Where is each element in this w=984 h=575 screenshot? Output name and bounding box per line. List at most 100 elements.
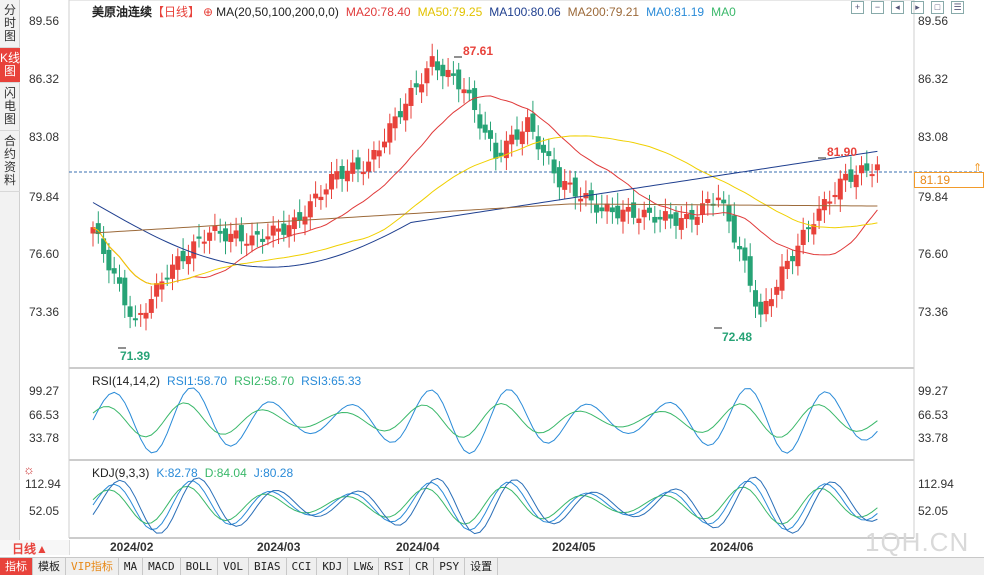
kdj-axis-right-0: 112.94 — [918, 477, 954, 491]
move-right-icon[interactable]: ▸ — [911, 1, 924, 14]
candle-body — [790, 256, 796, 262]
candle-body — [768, 299, 774, 307]
indicator-tab-bar: 指标 模板 VIP指标 MA MACD BOLL VOL BIAS CCI KD… — [0, 557, 984, 575]
low2-annotation: 72.48 — [722, 330, 753, 344]
candle-body — [869, 174, 875, 177]
candle-body — [106, 249, 112, 271]
candle-body — [207, 232, 213, 241]
tab-boll[interactable]: BOLL — [181, 558, 219, 575]
candle-body — [853, 174, 859, 188]
tab-bias[interactable]: BIAS — [249, 558, 287, 575]
candle-body — [662, 211, 668, 221]
ma200-value: MA200:79.21 — [567, 5, 640, 19]
tab-flash[interactable]: 闪电图 — [0, 83, 20, 131]
candle-body — [180, 250, 186, 262]
ma200-line — [92, 203, 878, 234]
candle-body — [413, 83, 419, 88]
price-label-left-1: 86.32 — [29, 72, 60, 86]
rsi-params[interactable]: RSI(14,14,2) — [92, 374, 161, 388]
tab-lw[interactable]: LW& — [348, 558, 380, 575]
candle-body — [525, 117, 531, 132]
ma0b-value: MA0 — [711, 5, 736, 19]
current-price-tag: 81.19 — [914, 172, 984, 188]
settings-icon[interactable]: ☰ — [951, 1, 964, 14]
date-label-1: 2024/03 — [257, 540, 301, 554]
candle-body — [164, 277, 170, 280]
candle-body — [668, 214, 674, 219]
candle-body — [795, 245, 801, 267]
candle-body — [127, 306, 133, 317]
candle-body — [758, 301, 764, 315]
tab-settings[interactable]: 设置 — [465, 558, 499, 575]
candle-body — [95, 223, 101, 235]
candle-body — [493, 142, 499, 159]
candle-body — [148, 299, 154, 313]
candle-body — [509, 134, 515, 145]
price-label-right-5: 73.36 — [918, 305, 949, 319]
date-label-4: 2024/06 — [710, 540, 754, 554]
candle-body — [461, 89, 467, 94]
rsi-axis-left-1: 66.53 — [29, 408, 60, 422]
kline-chart[interactable] — [21, 0, 984, 540]
high-annotation: 87.61 — [463, 44, 494, 58]
tab-kline[interactable]: K线图 — [0, 48, 20, 83]
zoom-out-icon[interactable]: − — [871, 1, 884, 14]
candle-body — [620, 209, 626, 222]
candle-body — [567, 182, 573, 185]
fullscreen-icon[interactable]: □ — [931, 1, 944, 14]
tab-contract-info[interactable]: 合约资料 — [0, 131, 20, 192]
kdj-j-value: J:80.28 — [253, 466, 294, 480]
tab-cci[interactable]: CCI — [287, 558, 318, 575]
price-label-left-5: 73.36 — [29, 305, 60, 319]
tab-indicator[interactable]: 指标 — [0, 558, 33, 575]
candle-body — [392, 116, 398, 129]
candle-body — [541, 144, 546, 153]
kdj-params[interactable]: KDJ(9,3,3) — [92, 466, 150, 480]
candle-body — [609, 207, 615, 213]
tab-ma[interactable]: MA — [119, 558, 144, 575]
candle-body — [344, 170, 350, 182]
rsi-axis-right-2: 33.78 — [918, 431, 949, 445]
target-icon[interactable]: ⊕ — [203, 5, 214, 19]
kdj-k-line — [92, 480, 878, 531]
chart-area[interactable]: 美原油连续【日线】 ⊕ MA(20,50,100,200,0,0) MA20:78.4… — [21, 0, 984, 555]
candle-body — [678, 218, 684, 230]
tab-kdj[interactable]: KDJ — [317, 558, 349, 575]
candle-body — [318, 196, 324, 201]
candle-body — [456, 69, 462, 90]
tab-psy[interactable]: PSY — [434, 558, 466, 575]
candle-body — [556, 167, 562, 188]
tab-vip-indicator[interactable]: VIP指标 — [66, 558, 119, 575]
date-label-3: 2024/05 — [552, 540, 596, 554]
candle-body — [864, 163, 870, 171]
tab-template[interactable]: 模板 — [33, 558, 66, 575]
rsi3-line — [92, 402, 878, 438]
price-label-left-2: 83.08 — [29, 130, 60, 144]
candle-body — [191, 241, 197, 259]
candle-body — [848, 169, 854, 182]
tab-vol[interactable]: VOL — [218, 558, 249, 575]
candle-body — [843, 173, 849, 181]
price-label-right-0: 89.56 — [918, 14, 949, 28]
indicator-settings-icon[interactable]: ☼ — [23, 462, 35, 477]
candle-body — [249, 235, 255, 246]
tab-timeshare[interactable]: 分时图 — [0, 0, 20, 48]
candle-body — [874, 164, 880, 171]
period-selector-button[interactable]: 日线▲ — [0, 540, 70, 556]
move-left-icon[interactable]: ◂ — [891, 1, 904, 14]
candle-body — [450, 73, 456, 76]
zoom-in-icon[interactable]: + — [851, 1, 864, 14]
ma-params[interactable]: MA(20,50,100,200,0,0) — [216, 5, 339, 19]
candle-body — [636, 218, 642, 224]
tab-rsi[interactable]: RSI — [379, 558, 410, 575]
tab-cr[interactable]: CR — [410, 558, 435, 575]
date-label-0: 2024/02 — [110, 540, 154, 554]
candle-body — [599, 207, 605, 212]
candle-body — [143, 312, 149, 319]
candle-body — [307, 201, 313, 218]
tab-macd[interactable]: MACD — [143, 558, 181, 575]
candle-body — [837, 178, 843, 200]
candle-body — [366, 161, 372, 172]
candle-body — [154, 283, 160, 297]
price-label-left-3: 79.84 — [29, 190, 60, 204]
